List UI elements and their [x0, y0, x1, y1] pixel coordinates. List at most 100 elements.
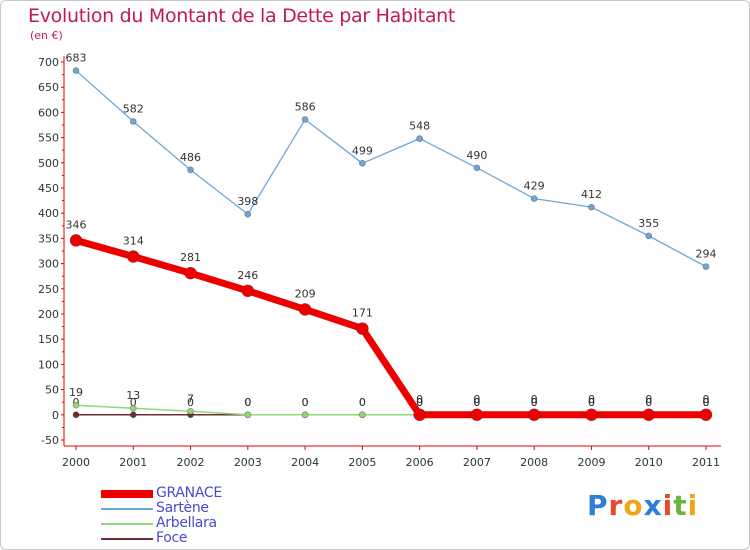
logo-letter: t: [673, 489, 688, 522]
chart-title: Evolution du Montant de la Dette par Hab…: [28, 5, 456, 27]
data-label-sartene: 412: [581, 188, 602, 201]
y-tick-label: 200: [38, 308, 59, 321]
data-point-sartene: [129, 118, 137, 125]
logo-letter: x: [643, 489, 663, 522]
data-point-sartene: [359, 160, 366, 167]
data-label-foce: 0: [645, 396, 652, 409]
data-label-sartene: 398: [237, 195, 258, 208]
legend: GRANACE Sartène Arbellara Foce: [101, 485, 301, 546]
data-label-sartene: 490: [466, 149, 487, 162]
data-label-sartene: 486: [180, 151, 201, 164]
y-tick-label: 350: [38, 232, 59, 245]
data-point-sartene: [530, 195, 538, 202]
data-label-arbellara: 0: [359, 396, 366, 409]
data-label-foce: 0: [703, 396, 710, 409]
data-label-granace: 314: [123, 235, 144, 248]
logo-letter: r: [608, 489, 624, 522]
data-point-arbellara: [72, 401, 80, 409]
data-point-granace: [356, 322, 369, 335]
data-point-granace: [126, 250, 140, 263]
data-point-granace: [69, 234, 83, 247]
data-label-arbellara: 13: [126, 389, 140, 402]
data-label-foce: 0: [531, 396, 538, 409]
data-label-foce: 0: [130, 396, 137, 409]
data-point-arbellara: [244, 411, 252, 419]
data-label-granace: 346: [66, 218, 87, 231]
series-line-granace: [72, 236, 710, 419]
data-label-arbellara: 0: [473, 396, 480, 409]
data-label-sartene: 499: [352, 144, 373, 157]
data-label-granace: 171: [352, 307, 373, 320]
data-label-granace: 209: [295, 287, 316, 300]
x-tick-label: 2000: [62, 456, 90, 469]
data-label-granace: 0: [473, 393, 480, 406]
data-label-arbellara: 19: [69, 386, 83, 399]
data-label-sartene: 683: [66, 52, 87, 65]
legend-swatch-granace: [101, 489, 153, 498]
x-tick-label: 2006: [406, 456, 434, 469]
data-point-foce: [72, 411, 80, 419]
x-tick-label: 2004: [291, 456, 319, 469]
legend-item-granace: GRANACE: [101, 485, 301, 501]
legend-item-arbellara: Arbellara: [101, 515, 301, 531]
x-tick-label: 2010: [635, 456, 663, 469]
data-label-arbellara: 7: [187, 392, 194, 405]
x-tick-label: 2007: [463, 456, 491, 469]
data-label-granace: 0: [645, 393, 652, 406]
data-point-arbellara: [359, 411, 366, 419]
data-point-sartene: [72, 67, 80, 74]
data-label-foce: 0: [473, 396, 480, 409]
legend-swatch-sartene: [101, 507, 153, 510]
data-label-arbellara: 0: [416, 396, 423, 409]
y-tick-label: 400: [38, 207, 59, 220]
data-point-arbellara: [187, 407, 194, 415]
data-label-arbellara: 0: [588, 396, 595, 409]
logo-letter: P: [587, 489, 609, 522]
legend-label-foce: Foce: [156, 530, 188, 546]
data-label-granace: 281: [180, 251, 201, 264]
data-point-granace: [184, 266, 197, 280]
legend-item-sartene: Sartène: [101, 500, 301, 516]
data-point-granace: [642, 408, 656, 422]
x-tick-label: 2009: [577, 456, 605, 469]
data-point-sartene: [473, 164, 481, 172]
data-label-granace: 0: [588, 393, 595, 406]
data-label-arbellara: 0: [645, 396, 652, 409]
data-label-sartene: 429: [524, 180, 545, 193]
y-tick-label: 450: [38, 182, 59, 195]
data-label-arbellara: 0: [703, 396, 710, 409]
legend-swatch-arbellara: [101, 522, 153, 525]
data-label-granace: 0: [531, 393, 538, 406]
data-label-arbellara: 0: [531, 396, 538, 409]
y-tick-label: 500: [38, 157, 59, 170]
data-point-arbellara: [301, 411, 309, 419]
legend-label-sartene: Sartène: [156, 500, 209, 516]
data-point-sartene: [244, 210, 252, 218]
series-line-sartene: [75, 69, 707, 268]
data-point-granace: [699, 408, 713, 422]
y-tick-label: 700: [38, 56, 59, 69]
legend-label-granace: GRANACE: [156, 485, 222, 501]
x-tick-label: 2011: [692, 456, 720, 469]
data-label-arbellara: 0: [302, 396, 309, 409]
y-tick-label: 100: [38, 358, 59, 371]
data-point-sartene: [187, 166, 194, 174]
data-label-granace: 0: [703, 393, 710, 406]
data-label-foce: 0: [187, 396, 194, 409]
y-tick-label: 150: [38, 333, 59, 346]
data-point-sartene: [588, 203, 595, 211]
y-tick-label: 0: [52, 409, 59, 422]
data-label-foce: 0: [244, 396, 251, 409]
data-point-granace: [470, 408, 484, 422]
y-tick-label: 550: [38, 132, 59, 145]
proxiti-logo: Proxiti: [587, 489, 698, 522]
y-tick-label: -50: [41, 434, 59, 447]
x-tick-label: 2001: [119, 456, 147, 469]
y-tick-label: 650: [38, 81, 59, 94]
data-label-granace: 0: [416, 393, 423, 406]
data-label-arbellara: 0: [244, 396, 251, 409]
data-label-foce: 0: [302, 396, 309, 409]
data-point-sartene: [702, 263, 710, 270]
